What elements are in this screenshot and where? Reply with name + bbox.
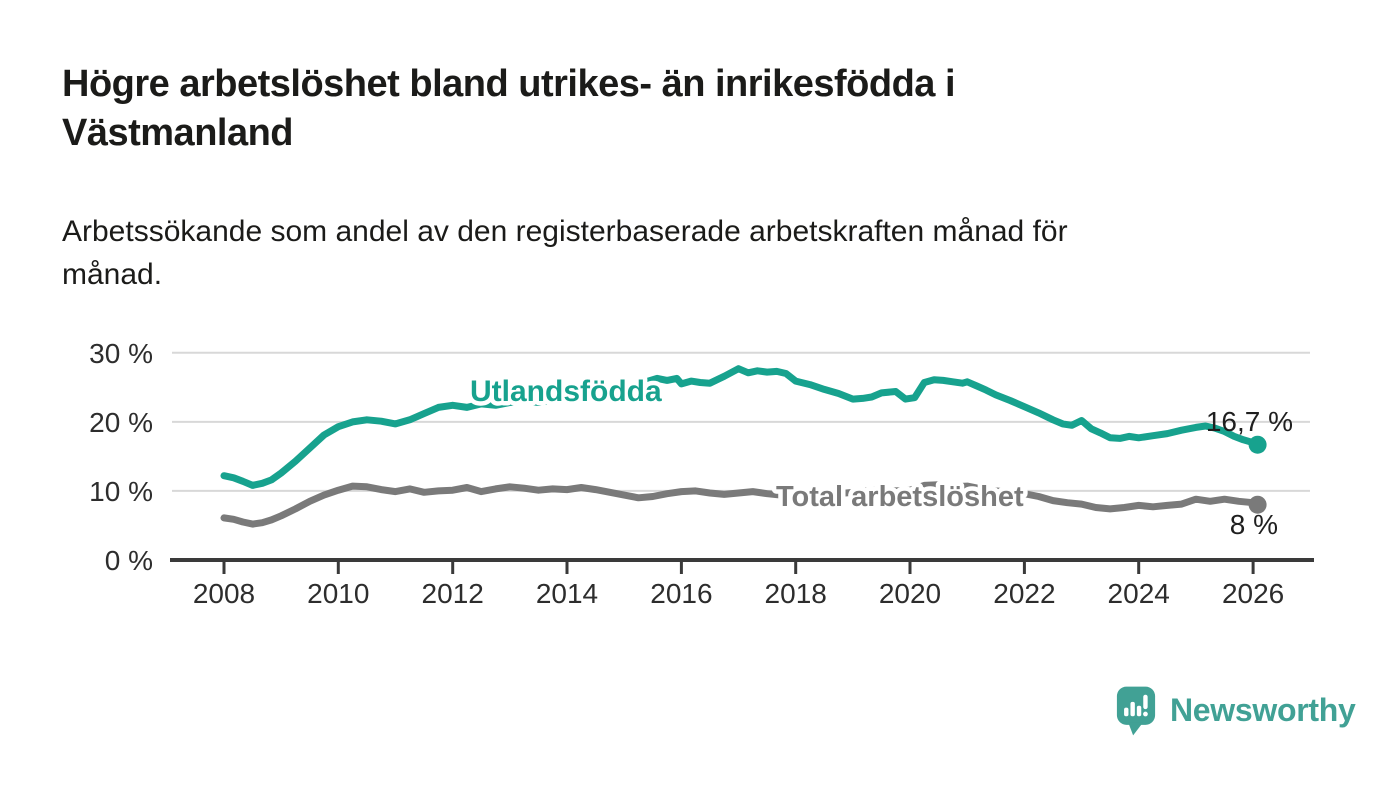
x-tick-label-2026: 2026 bbox=[1222, 578, 1284, 609]
chart-subtitle: Arbetssökande som andel av den registerb… bbox=[62, 210, 1282, 296]
y-tick-label-10pct: 10 % bbox=[89, 476, 153, 507]
series-label-total-arbetsloshet: Total arbetslöshet bbox=[776, 481, 1024, 513]
end-value-label-utlandsfodda: 16,7 % bbox=[1206, 406, 1293, 437]
brand-name: Newsworthy bbox=[1170, 692, 1356, 728]
x-tick-label-2024: 2024 bbox=[1108, 578, 1170, 609]
chart-subtitle-line2: månad. bbox=[62, 258, 163, 291]
series-label-utlandsfodda: Utlandsfödda bbox=[470, 375, 662, 408]
x-tick-label-2012: 2012 bbox=[422, 578, 484, 609]
page-title-line2: Västmanland bbox=[62, 112, 294, 154]
series-line-utlandsfodda bbox=[220, 365, 1262, 489]
y-tick-label-0pct: 0 % bbox=[105, 545, 153, 576]
end-value-label-total-arbetsloshet: 8 % bbox=[1230, 509, 1278, 540]
series-line-total-arbetsloshet bbox=[220, 481, 1262, 528]
page-title: Högre arbetslöshet bland utrikes- än inr… bbox=[62, 60, 1242, 158]
x-tick-label-2022: 2022 bbox=[993, 578, 1055, 609]
x-tick-label-2014: 2014 bbox=[536, 578, 598, 609]
x-tick-label-2008: 2008 bbox=[193, 578, 255, 609]
newsworthy-branding: Newsworthy bbox=[1115, 684, 1356, 737]
chart-subtitle-line1: Arbetssökande som andel av den registerb… bbox=[62, 215, 1068, 248]
speech-bubble-bar-chart-icon bbox=[1116, 686, 1156, 736]
x-tick-label-2010: 2010 bbox=[307, 578, 369, 609]
x-tick-label-2018: 2018 bbox=[765, 578, 827, 609]
end-dot-total-arbetsloshet bbox=[1248, 495, 1267, 514]
end-dot-utlandsfodda bbox=[1248, 435, 1267, 454]
x-tick-label-2020: 2020 bbox=[879, 578, 941, 609]
y-tick-label-20pct: 20 % bbox=[89, 407, 153, 438]
page-title-line1: Högre arbetslöshet bland utrikes- än inr… bbox=[62, 63, 956, 105]
y-tick-label-30pct: 30 % bbox=[89, 338, 153, 369]
x-tick-label-2016: 2016 bbox=[650, 578, 712, 609]
